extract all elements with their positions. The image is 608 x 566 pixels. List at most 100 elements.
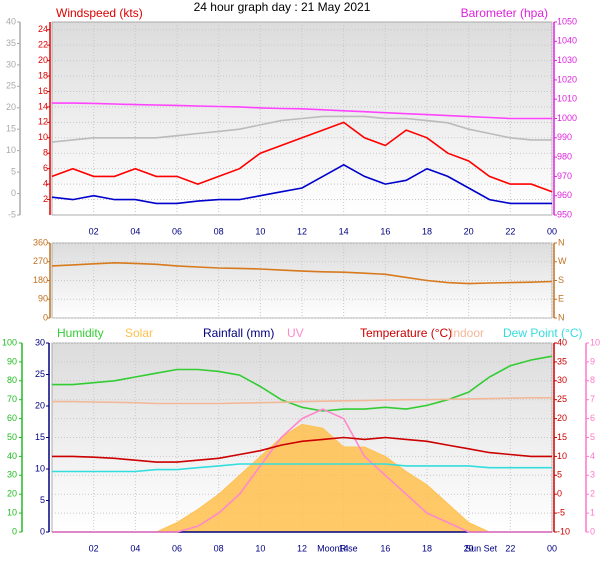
y-tick-label: 8 — [590, 375, 595, 385]
y-tick-label: 16 — [38, 86, 48, 96]
x-tick-label: 22 — [505, 543, 515, 553]
y-tick-label: 60 — [7, 413, 17, 423]
y-tick-label: 0 — [43, 312, 48, 322]
y-tick-label: 970 — [557, 171, 572, 181]
y-tick-label: 100 — [2, 337, 17, 347]
line — [51, 261, 553, 285]
y-tick-label: 40 — [6, 16, 16, 26]
y-tick-label: 0 — [557, 489, 562, 499]
axis-title: Windspeed (kts) — [56, 6, 143, 20]
annotation: MoonRise — [317, 543, 358, 553]
line — [51, 121, 553, 193]
x-tick-label: 22 — [505, 226, 515, 236]
y-tick-label: 10 — [35, 463, 45, 473]
y-tick-label: 6 — [590, 413, 595, 423]
x-tick-label: 20 — [464, 226, 474, 236]
x-tick-label: 10 — [255, 226, 265, 236]
x-tick-label: 12 — [297, 226, 307, 236]
y-tick-label: 1000 — [557, 113, 577, 123]
y-tick-label: 0 — [12, 526, 17, 536]
y-tick-label: 30 — [557, 375, 567, 385]
x-tick-label: 00 — [547, 226, 557, 236]
y-tick-label: 24 — [38, 24, 48, 34]
x-tick-label: 14 — [339, 543, 349, 553]
line — [52, 408, 552, 533]
y-tick-label: 30 — [7, 470, 17, 480]
x-tick-label: 06 — [172, 543, 182, 553]
y-tick-label: 35 — [6, 38, 16, 48]
x-tick-label: 06 — [172, 226, 182, 236]
y-tick-label: N — [558, 312, 565, 322]
y-tick-label: 360 — [33, 237, 48, 247]
legend-entry: Dew Point (°C) — [503, 326, 582, 340]
annotation: Sun Set — [465, 543, 498, 553]
x-tick-label: 02 — [89, 226, 99, 236]
x-tick-label: 16 — [380, 226, 390, 236]
y-tick-label: 22 — [38, 40, 48, 50]
y-tick-label: 40 — [7, 451, 17, 461]
y-tick-label: 1050 — [557, 16, 577, 26]
y-tick-label: 25 — [557, 394, 567, 404]
y-tick-label: 6 — [43, 163, 48, 173]
y-tick-label: 15 — [6, 124, 16, 134]
legend-entry: Temperature (°C) — [360, 326, 452, 340]
y-tick-label: 20 — [7, 489, 17, 499]
x-tick-label: 08 — [214, 543, 224, 553]
y-tick-label: 1010 — [557, 94, 577, 104]
y-tick-label: 80 — [7, 375, 17, 385]
y-tick-label: N — [558, 237, 565, 247]
y-tick-label: 8 — [43, 148, 48, 158]
legend-entry: Rainfall (mm) — [203, 326, 274, 340]
line — [52, 355, 553, 412]
x-tick-label: 00 — [547, 543, 557, 553]
y-tick-label: 10 — [557, 451, 567, 461]
y-tick-label: 960 — [557, 190, 572, 200]
y-tick-label: 25 — [6, 81, 16, 91]
y-tick-label: E — [558, 294, 564, 304]
line — [52, 102, 552, 120]
y-tick-label: W — [558, 256, 567, 266]
y-tick-label: -5 — [557, 507, 565, 517]
y-tick-label: 10 — [590, 337, 600, 347]
y-tick-label: 10 — [38, 132, 48, 142]
y-tick-label: 5 — [557, 470, 562, 480]
y-tick-label: 15 — [557, 432, 567, 442]
y-tick-label: 2 — [43, 194, 48, 204]
y-tick-label: 990 — [557, 132, 572, 142]
line — [52, 463, 552, 473]
y-tick-label: -5 — [8, 209, 16, 219]
y-tick-label: 15 — [35, 432, 45, 442]
y-tick-label: 5 — [40, 495, 45, 505]
y-tick-label: 40 — [557, 337, 567, 347]
y-tick-label: 10 — [7, 507, 17, 517]
legend-entry: Solar — [125, 326, 153, 340]
y-tick-label: 20 — [35, 400, 45, 410]
x-tick-label: 10 — [255, 543, 265, 553]
y-tick-label: 70 — [7, 394, 17, 404]
y-tick-label: 14 — [38, 101, 48, 111]
y-tick-label: 4 — [590, 451, 595, 461]
page-title: 24 hour graph day : 21 May 2021 — [194, 0, 371, 14]
axis-title: Barometer (hpa) — [461, 6, 548, 20]
x-tick-label: 04 — [130, 543, 140, 553]
y-tick-label: 270 — [33, 256, 48, 266]
y-tick-label: 18 — [38, 70, 48, 80]
x-tick-label: 04 — [130, 226, 140, 236]
y-tick-label: 0 — [11, 188, 16, 198]
x-tick-label: 18 — [422, 543, 432, 553]
y-tick-label: 2 — [590, 489, 595, 499]
x-tick-label: 20 — [464, 543, 474, 553]
y-tick-label: S — [558, 275, 564, 285]
y-tick-label: 5 — [11, 166, 16, 176]
y-tick-label: 7 — [590, 394, 595, 404]
y-tick-label: 9 — [590, 356, 595, 366]
line — [51, 163, 552, 205]
y-tick-label: 4 — [43, 178, 48, 188]
y-tick-label: 25 — [35, 369, 45, 379]
y-tick-label: 1030 — [557, 55, 577, 65]
y-tick-label: 90 — [38, 294, 48, 304]
y-tick-label: 20 — [38, 55, 48, 65]
legend-entry: UV — [287, 326, 304, 340]
y-tick-label: 50 — [7, 432, 17, 442]
